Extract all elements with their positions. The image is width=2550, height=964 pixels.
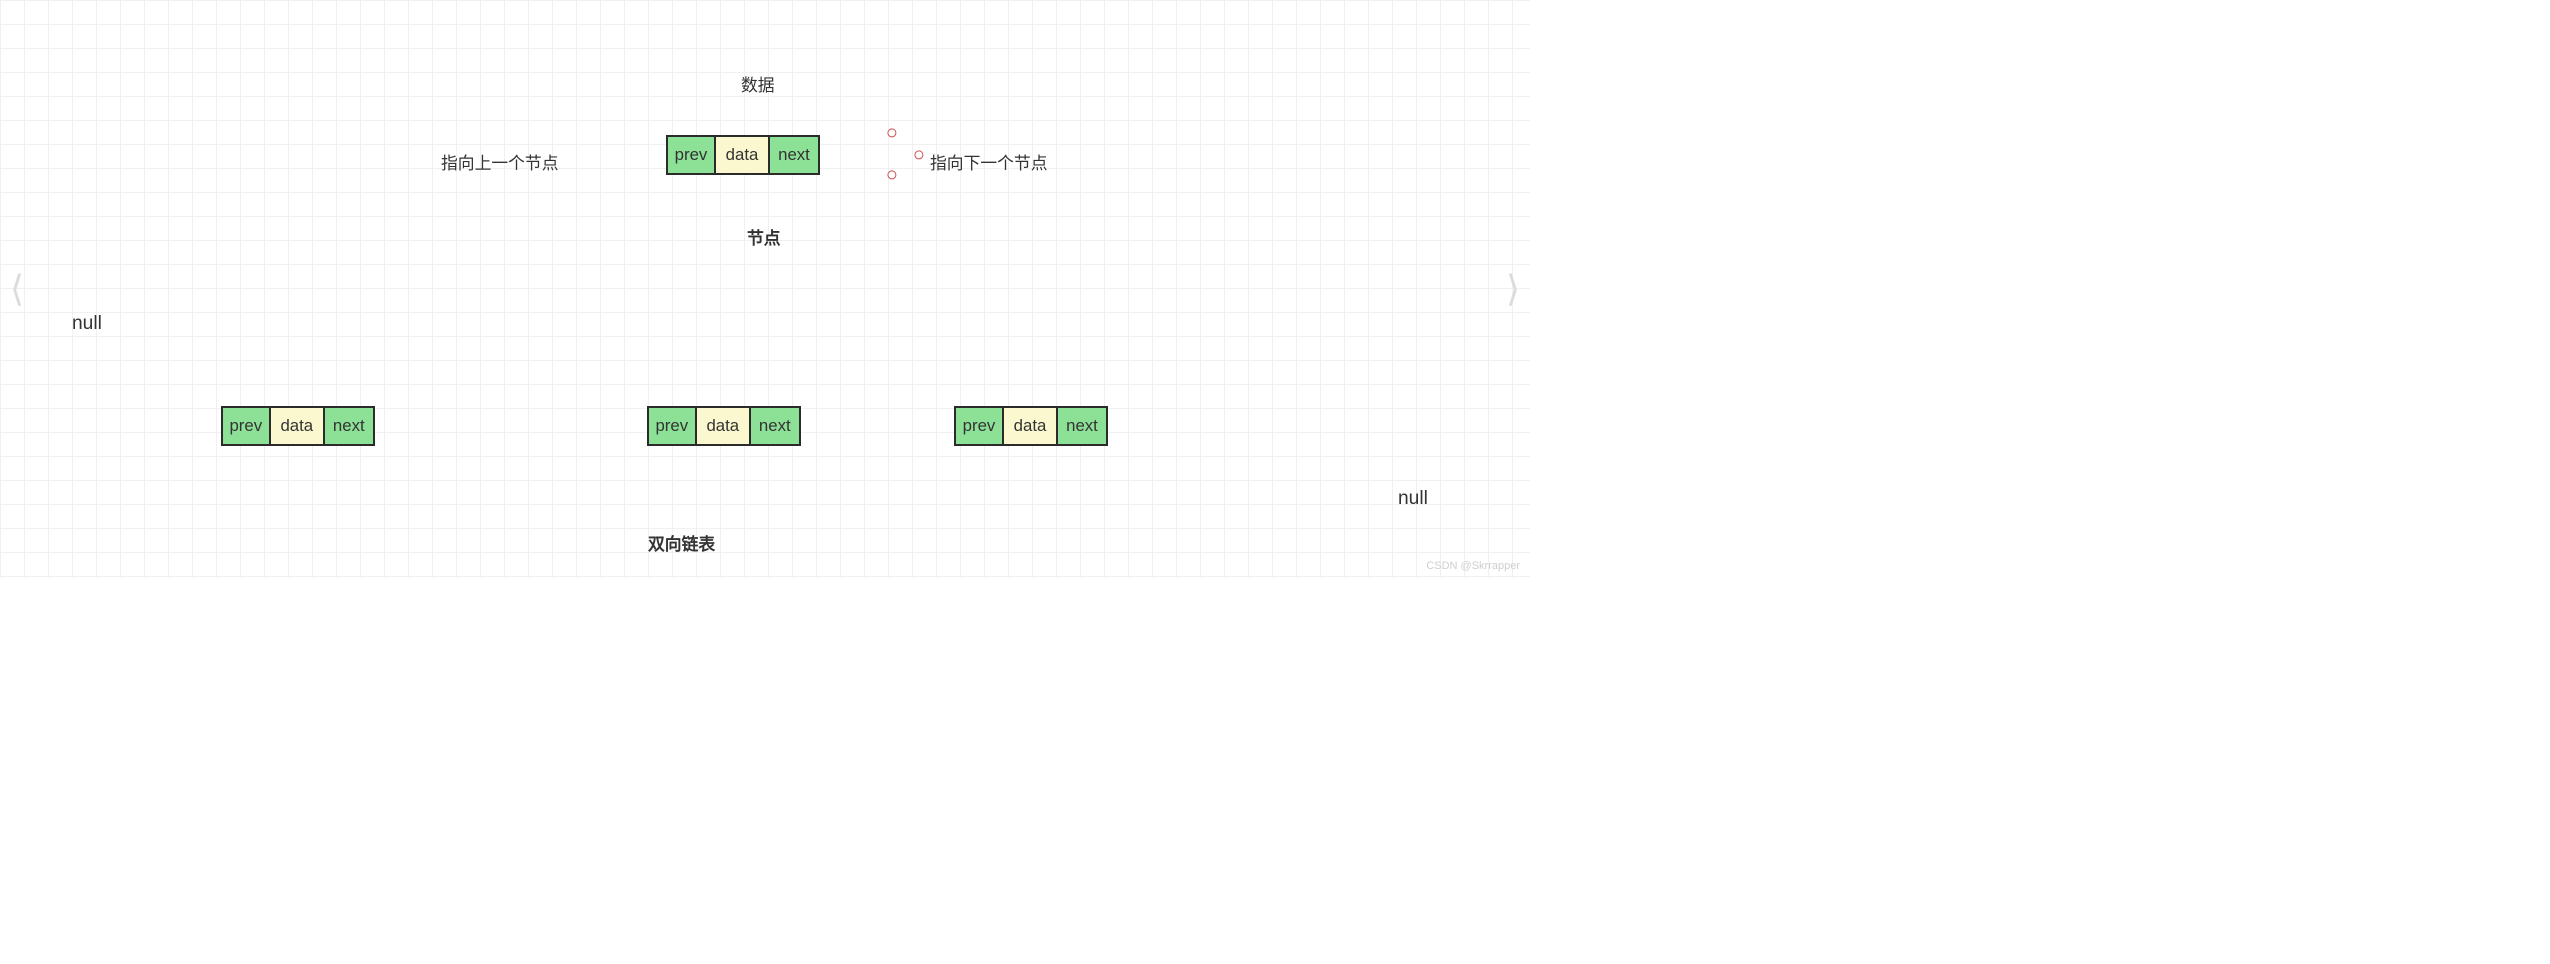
next-pointer-label: 指向下一个节点 xyxy=(930,150,1047,174)
node-cell-next: next xyxy=(770,137,818,173)
node-caption: 节点 xyxy=(747,225,781,249)
node-cell-data: data xyxy=(271,408,325,444)
list-caption: 双向链表 xyxy=(648,531,715,555)
node-cell-data: data xyxy=(716,137,770,173)
node-cell-prev: prev xyxy=(223,408,271,444)
node-cell-next: next xyxy=(1058,408,1106,444)
null-right-label: null xyxy=(1398,488,1428,510)
list-node: prev data next xyxy=(954,406,1108,446)
node-cell-next: next xyxy=(751,408,799,444)
list-node: prev data next xyxy=(221,406,375,446)
node-cell-data: data xyxy=(1004,408,1058,444)
node-cell-data: data xyxy=(697,408,751,444)
node-cell-prev: prev xyxy=(668,137,716,173)
diagram-canvas: ⟨ ⟩ 数据 指向上一个节点 指向下一个节点 节点 双向链表 null null… xyxy=(0,0,1530,578)
list-node: prev data next xyxy=(647,406,801,446)
node-cell-next: next xyxy=(325,408,373,444)
watermark: CSDN @Skrrapper xyxy=(1426,560,1520,572)
node-cell-prev: prev xyxy=(649,408,697,444)
node-cell-prev: prev xyxy=(956,408,1004,444)
node-sample: prev data next xyxy=(666,135,820,175)
data-header-label: 数据 xyxy=(741,72,775,96)
null-left-label: null xyxy=(72,313,102,335)
prev-pointer-label: 指向上一个节点 xyxy=(441,150,558,174)
